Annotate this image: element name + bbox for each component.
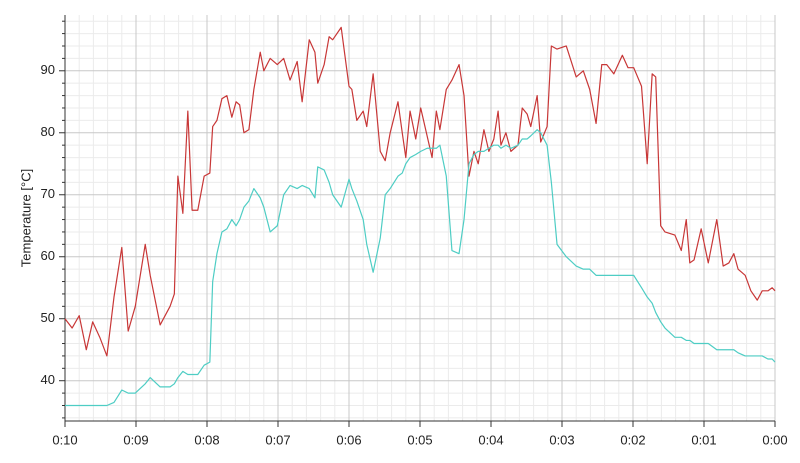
x-tick-label: 0:05 (407, 432, 432, 447)
y-tick-label: 80 (41, 124, 55, 139)
x-tick-label: 0:00 (762, 432, 787, 447)
x-tick-label: 0:09 (123, 432, 148, 447)
x-tick-label: 0:01 (691, 432, 716, 447)
y-tick-label: 90 (41, 62, 55, 77)
x-tick-label: 0:08 (194, 432, 219, 447)
y-tick-label: 50 (41, 310, 55, 325)
y-tick-label: 40 (41, 372, 55, 387)
x-tick-label: 0:04 (478, 432, 503, 447)
line-series (65, 129, 776, 407)
y-axis-label: Temperature [°C] (18, 169, 33, 267)
x-tick-label: 0:06 (336, 432, 361, 447)
x-tick-label: 0:07 (265, 432, 290, 447)
y-tick-label: 70 (41, 186, 55, 201)
y-tick-label: 60 (41, 248, 55, 263)
line-series (64, 26, 776, 357)
x-tick-label: 0:02 (620, 432, 645, 447)
x-tick-label: 0:03 (549, 432, 574, 447)
x-tick-label: 0:10 (52, 432, 77, 447)
